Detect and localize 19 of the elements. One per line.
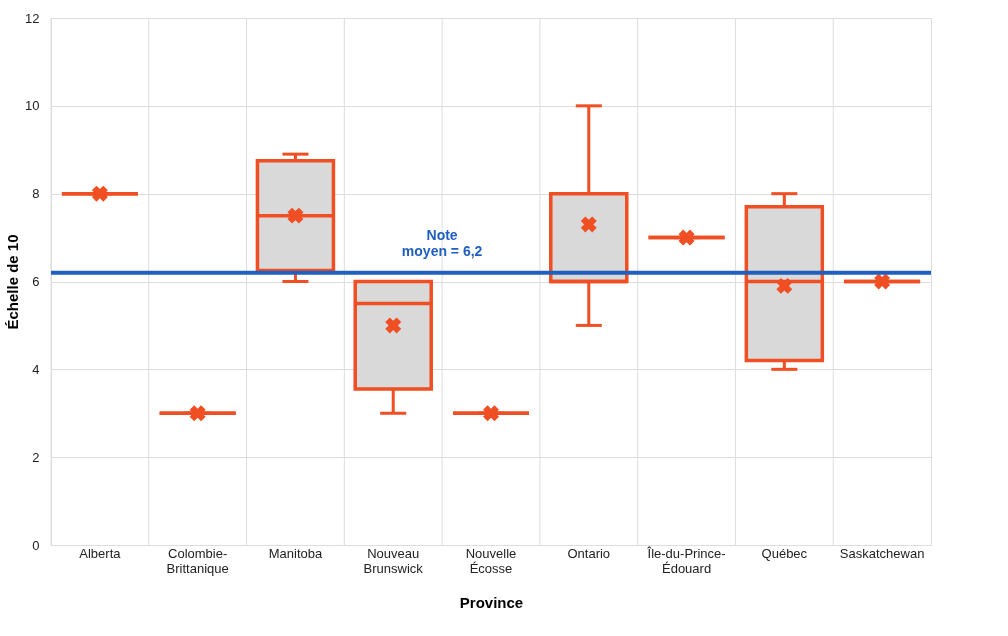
- x-tick-label: Manitoba: [268, 545, 323, 561]
- x-tick-label: Ontario: [567, 545, 611, 561]
- y-tick-label: 8: [32, 186, 40, 202]
- x-tick-label: Alberta: [79, 545, 122, 561]
- x-axis-title: Province: [459, 593, 524, 611]
- y-tick-label: 0: [32, 537, 40, 553]
- ref-line-label: Note moyen = 6,2: [401, 226, 483, 259]
- x-tick-label: Québec: [761, 545, 808, 561]
- x-tick-label: Saskatchewan: [839, 545, 925, 561]
- y-tick-label: 10: [25, 98, 40, 114]
- y-tick-label: 4: [32, 361, 40, 377]
- x-tick-label: Nouveau Brunswick: [363, 545, 424, 576]
- y-axis-title: Échelle de 10: [4, 234, 22, 330]
- y-tick-label: 2: [32, 449, 40, 465]
- x-tick-label: Colombie- Brittanique: [166, 545, 229, 576]
- x-tick-label: Île-du-Prince- Édouard: [646, 545, 726, 576]
- x-tick-label: Nouvelle Écosse: [465, 545, 517, 576]
- y-tick-label: 6: [32, 274, 40, 289]
- y-tick-label: 12: [25, 10, 40, 26]
